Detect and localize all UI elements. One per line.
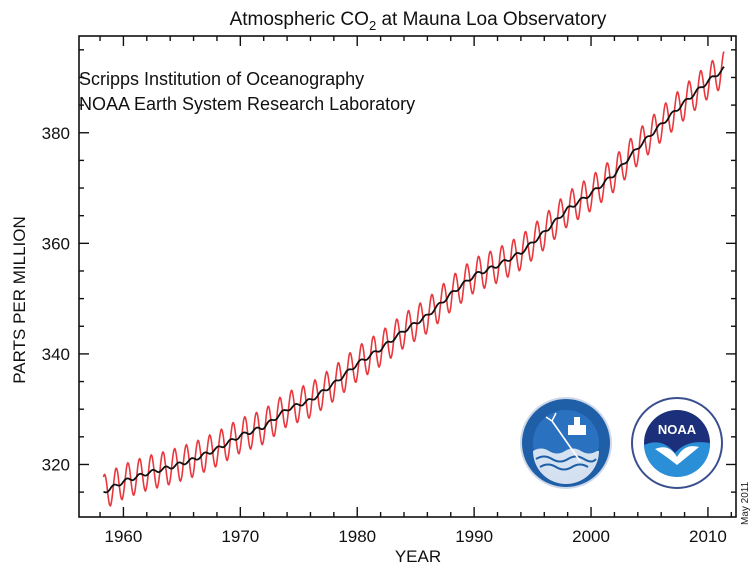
sio-logo (521, 398, 611, 488)
x-tick-label: 2010 (689, 527, 727, 546)
chart-title: Atmospheric CO2 at Mauna Loa Observatory (230, 9, 607, 33)
noaa-logo: NOAA (632, 398, 722, 488)
y-tick-label: 340 (42, 345, 70, 364)
x-tick-label: 1970 (221, 527, 259, 546)
chart-title-suffix: at Mauna Loa Observatory (376, 9, 607, 30)
x-tick-label: 2000 (572, 527, 610, 546)
x-axis-title: YEAR (395, 547, 441, 566)
y-tick-label: 360 (42, 234, 70, 253)
noaa-logo-text: NOAA (658, 422, 697, 437)
y-axis-title: PARTS PER MILLION (10, 216, 29, 384)
series-trend-line (104, 67, 725, 493)
chart-title-prefix: Atmospheric CO (230, 9, 369, 30)
x-tick-label: 1960 (105, 527, 143, 546)
annotation-scripps: Scripps Institution of Oceanography (79, 69, 364, 89)
chart-title-subscript: 2 (369, 18, 376, 33)
y-tick-label: 380 (42, 124, 70, 143)
date-stamp: May 2011 (740, 481, 751, 525)
annotation-noaa: NOAA Earth System Research Laboratory (79, 94, 415, 114)
x-tick-label: 1990 (455, 527, 493, 546)
x-tick-label: 1980 (338, 527, 376, 546)
series-monthly-line (104, 52, 725, 506)
y-tick-label: 320 (42, 455, 70, 474)
